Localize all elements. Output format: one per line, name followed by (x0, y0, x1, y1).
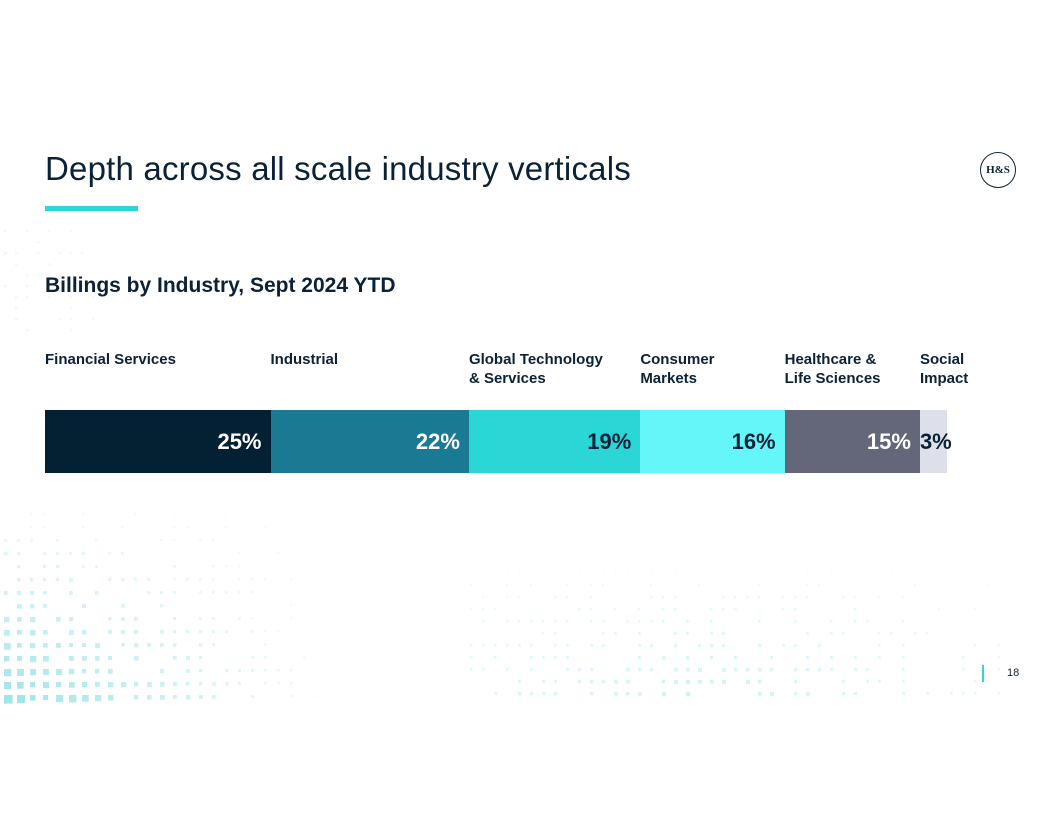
bar-social-impact (919, 410, 948, 473)
bar-value-label: 3% (919, 429, 952, 454)
category-label-line: Markets (640, 370, 698, 387)
category-label-financial-services: Financial Services (45, 350, 176, 369)
slide-title: Depth across all scale industry vertical… (45, 150, 631, 187)
bar-value-label: 19% (587, 429, 632, 454)
category-label-line: Social (919, 351, 965, 368)
bar-global-technology-and-services (468, 410, 641, 473)
category-label-line: & Services (468, 370, 546, 387)
category-label-global-technology-and-services: Global Technology & Services (469, 350, 603, 388)
page-number: 18 (1007, 667, 1020, 679)
bar-value-label: 15% (866, 429, 911, 454)
bar-industrial (270, 410, 470, 473)
category-label-line: Industrial (270, 351, 339, 368)
category-label-line: Financial Services (45, 351, 176, 368)
bar-value-label: 16% (731, 429, 776, 454)
chart-title: Billings by Industry, Sept 2024 YTD (45, 274, 396, 297)
bar-consumer-markets (640, 410, 786, 473)
title-accent-rule (45, 206, 138, 211)
category-label-social-impact: Social Impact (920, 350, 968, 388)
category-label-line: Life Sciences (784, 370, 881, 387)
category-label-line: Impact (919, 370, 969, 387)
page-number-rule (982, 665, 984, 682)
category-label-line: Healthcare & (784, 351, 877, 368)
category-label-line: Consumer (640, 351, 715, 368)
category-label-industrial: Industrial (271, 350, 339, 369)
category-label-healthcare-and-life-sciences: Healthcare & Life Sciences (785, 350, 881, 388)
bar-value-label: 25% (217, 429, 262, 454)
hs-logo: H&S (980, 152, 1016, 188)
bar-value-label: 22% (415, 429, 460, 454)
bar-financial-services (45, 410, 271, 473)
bar-healthcare-and-life-sciences (784, 410, 921, 473)
category-label-consumer-markets: Consumer Markets (640, 350, 714, 388)
category-label-line: Global Technology (468, 351, 603, 368)
